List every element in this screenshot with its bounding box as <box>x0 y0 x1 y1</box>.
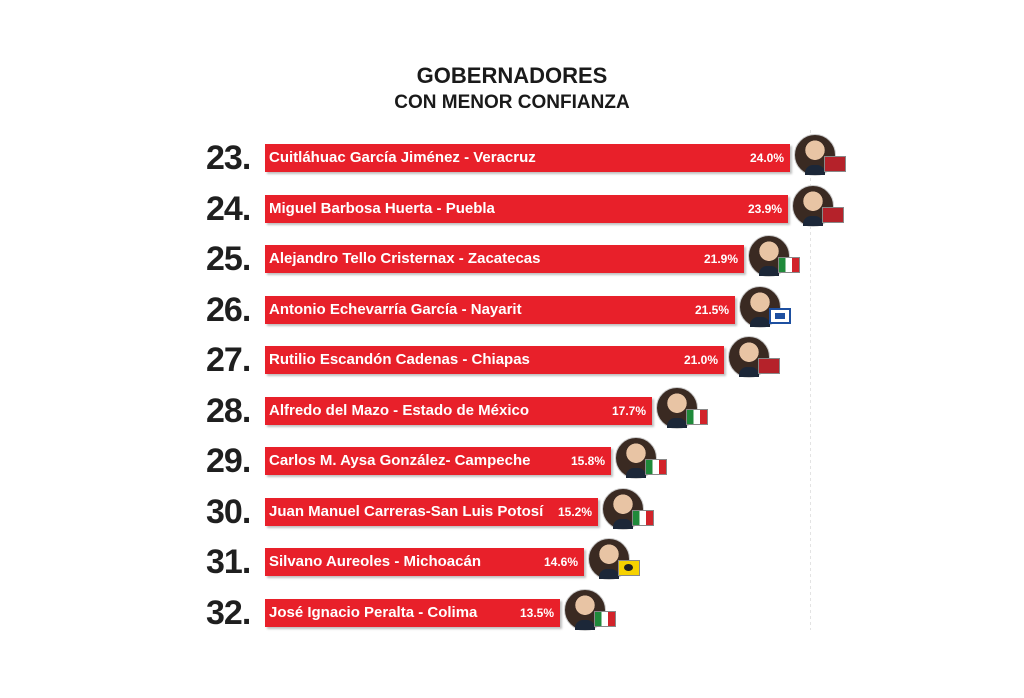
data-label: 23.9% <box>747 201 782 216</box>
data-label: 21.5% <box>694 302 729 317</box>
bar: Juan Manuel Carreras-San Luis Potosí 15.2… <box>265 497 598 526</box>
bar-row: 24. Miguel Barbosa Huerta - Puebla 23.9% <box>0 184 1024 233</box>
rank-label: 26. <box>206 290 251 329</box>
bar-label: Antonio Echevarría García - Nayarit <box>269 300 522 318</box>
suit-shape <box>739 367 759 377</box>
prd-logo <box>618 560 640 576</box>
suit-shape <box>750 316 770 327</box>
rank-label: 27. <box>206 341 251 379</box>
rank-label: 23. <box>206 139 251 177</box>
data-label: 13.5% <box>519 605 554 620</box>
bar: Rutilio Escandón Cadenas - Chiapas 21.0% <box>265 346 724 374</box>
data-label: 14.6% <box>543 555 578 569</box>
bar-row: 25. Alejandro Tello Cristernax - Zacateca… <box>0 235 1024 283</box>
bar-label: Alfredo del Mazo - Estado de México <box>269 401 530 419</box>
rank-label: 24. <box>206 189 251 228</box>
rank-label: 29. <box>206 442 251 480</box>
pri-logo <box>778 257 800 273</box>
suit-shape <box>759 266 779 276</box>
chart-title-block: GOBERNADORES CON MENOR CONFIANZA <box>0 62 1024 116</box>
suit-shape <box>575 619 595 630</box>
data-label: 15.8% <box>570 454 605 468</box>
bar-row: 26. Antonio Echevarría García - Nayarit 21… <box>0 285 1024 334</box>
data-label: 21.0% <box>683 353 718 367</box>
suit-shape <box>599 569 619 579</box>
bar-label: Alejandro Tello Cristernax - Zacatecas <box>269 250 541 267</box>
bar: José Ignacio Peralta - Colima 13.5% <box>265 598 560 627</box>
data-label: 24.0% <box>749 151 784 165</box>
rank-label: 32. <box>206 593 251 632</box>
bar-label: Juan Manuel Carreras-San Luis Potosí <box>269 502 544 520</box>
data-label: 21.9% <box>703 252 738 266</box>
pri-logo <box>686 408 708 425</box>
governor-photo <box>564 588 606 631</box>
pri-logo <box>632 509 654 526</box>
bar-row: 28. Alfredo del Mazo - Estado de México 17… <box>0 386 1024 435</box>
gridline <box>810 130 811 630</box>
suit-shape <box>805 165 825 175</box>
bar-label: Rutilio Escandón Cadenas - Chiapas <box>269 351 530 368</box>
pri-logo <box>594 610 616 627</box>
bar-label: José Ignacio Peralta - Colima <box>269 603 478 621</box>
suit-shape <box>667 417 687 428</box>
data-label: 17.7% <box>611 403 646 418</box>
chart-title: GOBERNADORES <box>416 63 608 88</box>
bar: Carlos M. Aysa González- Campeche 15.8% <box>265 447 611 475</box>
bar-row: 30. Juan Manuel Carreras-San Luis Potosí 1… <box>0 487 1024 536</box>
chart-subtitle: CON MENOR CONFIANZA <box>394 92 630 113</box>
bar-label: Miguel Barbosa Huerta - Puebla <box>269 199 495 217</box>
rank-label: 31. <box>206 543 251 581</box>
bar-label: Silvano Aureoles - Michoacán <box>269 553 481 570</box>
bar: Alfredo del Mazo - Estado de México 17.7% <box>265 396 652 425</box>
bar-row: 29. Carlos M. Aysa González- Campeche 15.8… <box>0 437 1024 485</box>
morena-logo <box>824 156 846 172</box>
bar-label: Carlos M. Aysa González- Campeche <box>269 452 531 469</box>
rank-label: 25. <box>206 240 251 278</box>
bar: Miguel Barbosa Huerta - Puebla 23.9% <box>265 194 788 223</box>
bar-row: 23. Cuitláhuac García Jiménez - Veracruz 2… <box>0 134 1024 182</box>
morena-logo <box>758 358 780 374</box>
bar: Antonio Echevarría García - Nayarit 21.5% <box>265 295 735 324</box>
bar-row: 32. José Ignacio Peralta - Colima 13.5% <box>0 588 1024 637</box>
bar-row: 27. Rutilio Escandón Cadenas - Chiapas 21.… <box>0 336 1024 384</box>
bar: Silvano Aureoles - Michoacán 14.6% <box>265 548 584 576</box>
data-label: 15.2% <box>557 504 592 519</box>
bar-row: 31. Silvano Aureoles - Michoacán 14.6% <box>0 538 1024 586</box>
pan-logo <box>769 307 791 324</box>
suit-shape <box>803 215 823 226</box>
suit-shape <box>613 518 633 529</box>
bar-label: Cuitláhuac García Jiménez - Veracruz <box>269 149 536 166</box>
bar: Cuitláhuac García Jiménez - Veracruz 24.0… <box>265 144 790 172</box>
rank-label: 30. <box>206 492 251 531</box>
rank-label: 28. <box>206 391 251 430</box>
bar: Alejandro Tello Cristernax - Zacatecas 21… <box>265 245 744 273</box>
morena-logo <box>822 206 844 223</box>
suit-shape <box>626 468 646 478</box>
pri-logo <box>645 459 667 475</box>
